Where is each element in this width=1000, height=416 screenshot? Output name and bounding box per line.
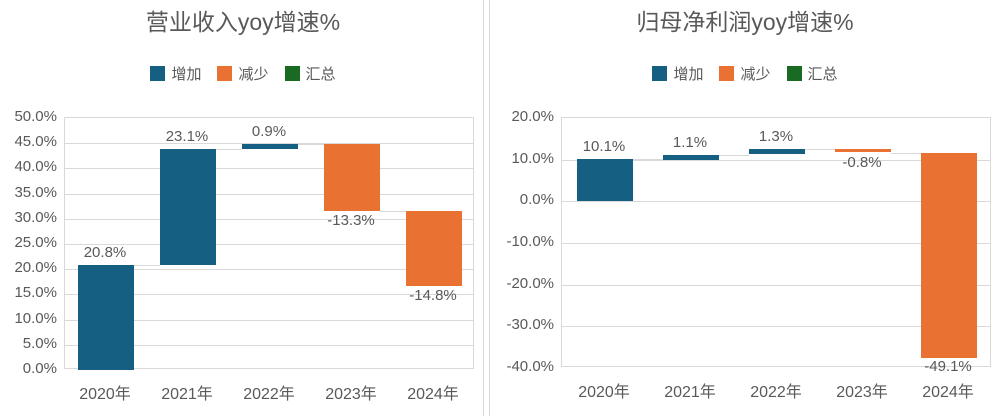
legend-item-decrease: 减少 [217,63,269,84]
total-swatch-icon [786,66,802,81]
data-label: 1.3% [758,128,794,145]
gridline [65,244,473,245]
legend-label: 减少 [238,66,269,83]
x-axis-label: 2022年 [750,384,802,401]
y-axis-label: 10.0% [14,310,57,327]
plot-area [561,117,991,367]
y-axis-label: 0.0% [22,360,57,377]
total-swatch-icon [284,66,300,81]
y-axis-label: 20.0% [511,108,554,125]
waterfall-connector [719,155,749,156]
waterfall-connector [633,159,663,160]
y-axis-label: -10.0% [506,233,554,250]
legend: 增加 减少 汇总 [0,63,486,84]
x-axis-label: 2023年 [836,384,888,401]
x-axis-label: 2022年 [243,386,295,403]
net-profit-yoy-chart[interactable]: 归母净利润yoy增速% 增加 减少 汇总 20.0% 10.0% 0.0% -10.0% -… [490,0,1000,416]
y-axis-label: -40.0% [506,358,554,375]
decrease-bar [324,144,380,211]
revenue-yoy-chart[interactable]: 营业收入yoy增速% 增加 减少 汇总 50.0% 45.0% 40.0% 35.0% 30… [0,0,486,416]
y-axis-label: 50.0% [14,108,57,125]
data-label: 1.1% [672,134,708,151]
x-axis-label: 2023年 [325,386,377,403]
panel-divider [483,0,490,416]
data-label: -14.8% [409,287,457,304]
y-axis-label: 25.0% [14,234,57,251]
decrease-swatch-icon [217,66,233,81]
gridline [65,168,473,169]
legend: 增加 减少 汇总 [490,63,1000,84]
legend-item-increase: 增加 [150,63,201,84]
data-label: -13.3% [327,212,375,229]
legend-label: 汇总 [305,66,336,83]
y-axis-label: 15.0% [14,284,57,301]
x-axis-label: 2021年 [664,384,716,401]
x-axis-label: 2024年 [922,384,974,401]
gridline [65,320,473,321]
legend-label: 汇总 [807,66,838,83]
x-axis-label: 2024年 [407,386,459,403]
waterfall-connector [134,265,160,266]
data-label: 23.1% [165,128,209,145]
decrease-bar [406,211,462,286]
waterfall-connector [298,144,324,145]
gridline [562,201,990,202]
decrease-bar [835,149,891,152]
gridline [562,160,990,161]
data-label: -49.1% [924,358,972,375]
data-label: 20.8% [83,244,127,261]
gridline [65,219,473,220]
gridline [65,143,473,144]
decrease-bar [921,153,977,358]
legend-label: 增加 [171,66,202,83]
gridline [562,326,990,327]
increase-bar [78,265,134,370]
increase-bar [160,149,216,265]
y-axis-label: 45.0% [14,133,57,150]
y-axis-label: -20.0% [506,275,554,292]
increase-bar [242,144,298,149]
waterfall-connector [380,211,406,212]
y-axis-label: 20.0% [14,259,57,276]
increase-bar [577,159,633,201]
y-axis-label: 0.0% [519,191,554,208]
increase-bar [749,149,805,154]
data-label: 10.1% [582,138,626,155]
legend-item-decrease: 减少 [719,63,771,84]
chart-title: 营业收入yoy增速% [145,9,341,35]
legend-label: 增加 [673,66,704,83]
increase-swatch-icon [150,66,166,81]
y-axis-label: 30.0% [14,209,57,226]
increase-bar [663,155,719,160]
waterfall-connector [891,153,921,154]
gridline [65,269,473,270]
y-axis-label: 5.0% [22,335,57,352]
data-label: -0.8% [842,154,882,171]
x-axis-label: 2020年 [578,384,630,401]
chart-title: 归母净利润yoy增速% [636,9,854,35]
legend-item-increase: 增加 [652,63,703,84]
gridline [65,345,473,346]
plot-area [64,117,474,370]
legend-item-total: 汇总 [284,63,336,84]
y-axis-label: 40.0% [14,158,57,175]
gridline [65,194,473,195]
waterfall-connector [805,149,835,150]
x-axis-label: 2021年 [161,386,213,403]
gridline [562,285,990,286]
legend-item-total: 汇总 [786,63,838,84]
y-axis-label: 35.0% [14,184,57,201]
legend-label: 减少 [740,66,771,83]
data-label: 0.9% [251,123,287,140]
y-axis-label: 10.0% [511,150,554,167]
x-axis-label: 2020年 [79,386,131,403]
gridline [65,294,473,295]
increase-swatch-icon [652,66,668,81]
y-axis-label: -30.0% [506,316,554,333]
decrease-swatch-icon [719,66,735,81]
gridline [562,243,990,244]
waterfall-connector [216,149,242,150]
